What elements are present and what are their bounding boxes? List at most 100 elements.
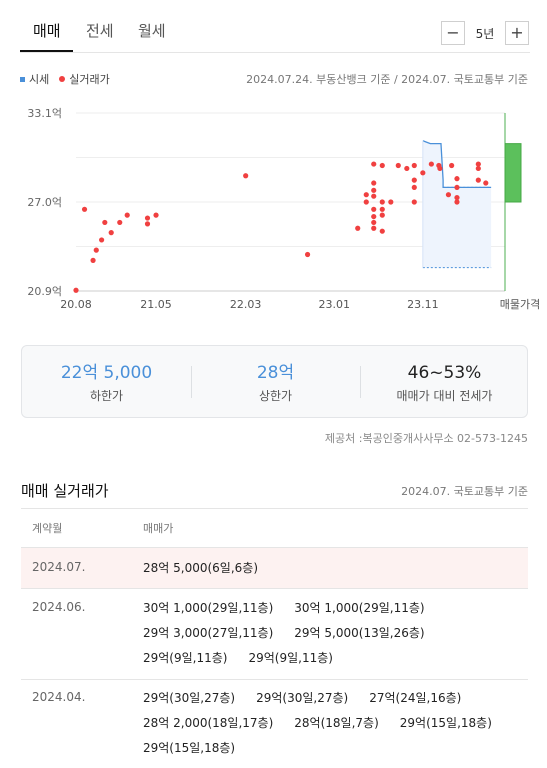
deal-entry: 29억(30일,27층) <box>143 691 236 705</box>
upper-price-label: 상한가 <box>258 389 293 403</box>
jeonse-ratio-stat: 46~53% 매매가 대비 전세가 <box>360 362 529 404</box>
deal-point <box>371 193 377 199</box>
lower-price-label: 하한가 <box>89 389 124 403</box>
section-source-note: 2024.07. 국토교통부 기준 <box>401 485 528 498</box>
deal-point <box>388 199 394 205</box>
stat-divider <box>360 366 361 398</box>
market-price-band <box>422 113 522 291</box>
table-row: 2024.07. 28억 5,000(6일,6층) <box>21 548 528 589</box>
deal-point <box>73 287 79 293</box>
deal-point <box>144 221 151 227</box>
deal-entry: 29억(15일,18층) <box>399 716 492 730</box>
deal-entry: 29억(9일,11층) <box>248 651 333 665</box>
deal-point <box>90 257 96 263</box>
table-row: 2024.06. 30억 1,000(29일,11층) 30억 1,000(29… <box>21 589 528 680</box>
x-tick-label: 23.01 <box>319 298 351 311</box>
x-tick-label: 23.11 <box>407 298 439 311</box>
table-row: 2024.04. 29억(30일,27층) 29억(30일,27층) 27억(2… <box>21 680 528 768</box>
deal-point <box>379 228 385 234</box>
deal-point <box>379 206 385 212</box>
deal-entry: 29억(15일,18층) <box>143 741 236 755</box>
deal-point <box>371 187 377 193</box>
period-selector: − 5년 + <box>441 21 529 45</box>
deal-point <box>243 173 249 179</box>
provider-note: 제공처 :복공인중개사사무소 02-573-1245 <box>324 432 528 445</box>
deal-point <box>411 199 417 205</box>
deal-entry: 30억 1,000(29일,11층) <box>294 601 425 615</box>
tab-jeonse[interactable]: 전세 <box>86 22 114 40</box>
y-tick-label: 20.9억 <box>27 285 62 298</box>
y-tick-label: 33.1억 <box>27 107 62 120</box>
deal-point <box>304 251 311 258</box>
stat-divider <box>191 366 192 398</box>
deal-point <box>81 206 88 212</box>
deal-point <box>454 176 460 182</box>
deal-point <box>411 177 417 183</box>
upper-price-stat: 28억 상한가 <box>191 362 360 404</box>
active-tab-underline <box>20 50 73 52</box>
deal-point <box>454 199 460 205</box>
contract-month-header: 계약월 <box>32 522 63 535</box>
x-tick-label: 22.03 <box>230 298 262 311</box>
deal-point <box>99 237 105 243</box>
chart-source-note: 2024.07.24. 부동산뱅크 기준 / 2024.07. 국토교통부 기준 <box>246 73 528 86</box>
deal-entry: 29억(9일,11층) <box>143 651 228 665</box>
jeonse-ratio-label: 매매가 대비 전세가 <box>396 389 493 403</box>
row-month: 2024.04. <box>32 690 86 704</box>
deal-point <box>93 247 99 253</box>
tab-monthly-rent[interactable]: 월세 <box>138 22 166 40</box>
deal-entry: 28억(18일,7층) <box>294 716 379 730</box>
deal-point <box>428 161 434 167</box>
price-summary-card: 22억 5,000 하한가 28억 상한가 46~53% 매매가 대비 전세가 <box>21 345 528 418</box>
deal-point <box>379 162 385 169</box>
deal-point <box>371 161 377 167</box>
deal-point <box>117 219 123 226</box>
deal-point <box>420 170 426 176</box>
tab-sale[interactable]: 매매 <box>33 22 61 40</box>
chart-legend: 시세 실거래가 <box>20 71 110 87</box>
x-tick-label: 20.08 <box>60 298 92 311</box>
deal-point <box>363 199 369 205</box>
deal-point <box>475 177 481 183</box>
deal-point <box>102 219 108 226</box>
market-price-legend-marker <box>20 76 25 82</box>
x-tick-label: 21.05 <box>140 298 172 311</box>
deal-point <box>153 212 159 218</box>
lower-price-stat: 22억 5,000 하한가 <box>22 362 191 404</box>
section-title: 매매 실거래가 <box>21 482 109 500</box>
table-header: 계약월 매매가 <box>21 508 528 548</box>
actual-price-legend-marker <box>59 76 66 82</box>
actual-price-dots <box>73 161 489 293</box>
row-month: 2024.07. <box>32 560 86 574</box>
actual-price-legend-label: 실거래가 <box>69 73 110 86</box>
deal-point <box>475 161 481 167</box>
y-tick-label: 27.0억 <box>27 196 62 209</box>
deal-point <box>371 219 377 226</box>
deal-entry: 28억 2,000(18일,17층) <box>143 716 274 730</box>
market-price-legend-label: 시세 <box>29 73 50 86</box>
upper-price-value: 28억 <box>256 363 295 383</box>
deal-point <box>411 162 417 169</box>
listing-price-axis-label: 매물가격 <box>500 298 540 311</box>
period-decrease-button[interactable]: − <box>441 21 465 45</box>
deal-point <box>108 230 114 236</box>
deal-entry: 28억 5,000(6일,6층) <box>143 561 259 575</box>
deal-point <box>411 184 417 191</box>
period-increase-button[interactable]: + <box>505 21 529 45</box>
listing-price-bar <box>504 143 522 203</box>
deal-point <box>371 180 377 186</box>
deal-point <box>483 180 489 186</box>
deal-point <box>371 213 377 220</box>
minus-icon: − <box>446 23 460 42</box>
plus-icon: + <box>510 23 524 42</box>
row-deals: 28억 5,000(6일,6층) <box>143 560 528 585</box>
deal-entry: 30억 1,000(29일,11층) <box>143 601 274 615</box>
transactions-table: 계약월 매매가 2024.07. 28억 5,000(6일,6층) 2024.0… <box>21 508 528 768</box>
deal-point <box>124 212 130 218</box>
deal-point <box>395 162 401 169</box>
lower-price-value: 22억 5,000 <box>60 363 153 383</box>
jeonse-ratio-value: 46~53% <box>407 363 482 383</box>
deal-point <box>404 165 410 172</box>
